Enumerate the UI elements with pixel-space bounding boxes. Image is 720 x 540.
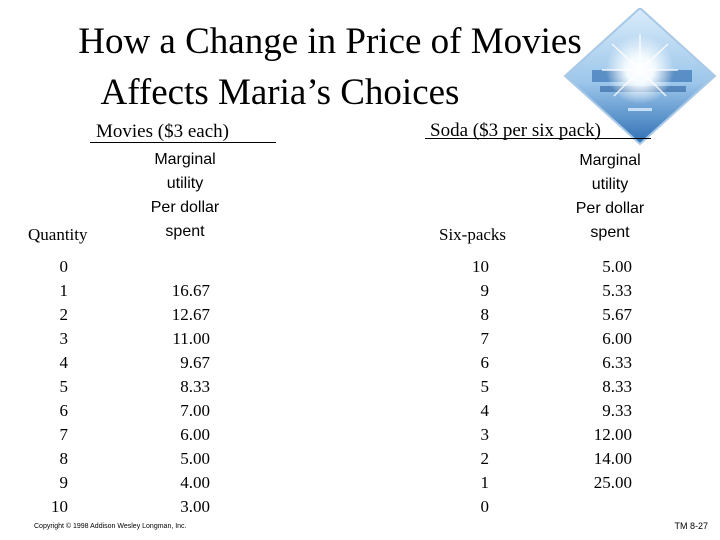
movies-mu-cell: 3.00 <box>180 497 210 516</box>
page-title-line-1: How a Change in Price of Movies <box>78 21 582 62</box>
soda-mu-label-line: Per dollar <box>575 200 645 217</box>
soda-mu-cell <box>560 495 632 519</box>
soda-mu-cell: 9.33 <box>602 401 632 420</box>
movies-mu-column: 16.67 12.67 11.00 9.67 8.33 7.00 6.00 5.00 4.00 3… <box>140 255 210 519</box>
soda-quantity-cell: 8 <box>480 305 490 324</box>
soda-quantity-cell: 1 <box>480 473 490 492</box>
movies-quantity-cell: 5 <box>59 377 69 396</box>
soda-header-underline <box>425 138 651 139</box>
soda-quantity-cell: 2 <box>480 449 490 468</box>
soda-quantity-cell: 3 <box>480 425 490 444</box>
movies-mu-cell: 6.00 <box>180 425 210 444</box>
movies-quantity-cell: 6 <box>59 401 69 420</box>
slide-id: TM 8-27 <box>674 521 708 531</box>
soda-quantity-cell: 9 <box>480 281 490 300</box>
soda-quantity-cell: 0 <box>480 497 490 516</box>
movies-quantity-cell: 9 <box>59 473 69 492</box>
soda-mu-label-line: spent <box>590 224 630 241</box>
movies-header: Movies ($3 each) <box>96 121 229 142</box>
soda-quantity-cell: 6 <box>480 353 490 372</box>
soda-mu-cell: 14.00 <box>593 449 632 468</box>
soda-quantity-cell: 7 <box>480 329 490 348</box>
soda-mu-label: Marginal utility Per dollar spent <box>554 149 666 245</box>
movies-quantity-cell: 7 <box>59 425 69 444</box>
movies-mu-cell: 12.67 <box>171 305 210 324</box>
movies-mu-label-line: Per dollar <box>150 199 220 216</box>
movies-mu-label-line: utility <box>166 175 204 192</box>
movies-mu-cell: 8.33 <box>180 377 210 396</box>
soda-mu-cell: 5.33 <box>602 281 632 300</box>
soda-mu-label-line: Marginal <box>579 152 641 169</box>
movies-mu-label: Marginal utility Per dollar spent <box>130 148 240 244</box>
soda-quantity-label: Six-packs <box>439 225 507 244</box>
sunburst-water-graphic-icon <box>563 8 717 146</box>
movies-mu-cell: 11.00 <box>172 329 210 348</box>
movies-mu-cell: 7.00 <box>180 401 210 420</box>
soda-header: Soda ($3 per six pack) <box>430 120 601 141</box>
movies-quantity-cell: 0 <box>59 257 69 276</box>
movies-mu-cell: 5.00 <box>180 449 210 468</box>
soda-mu-label-line: utility <box>591 176 629 193</box>
movies-quantity-cell: 2 <box>59 305 69 324</box>
movies-quantity-cell: 3 <box>59 329 69 348</box>
movies-mu-cell: 16.67 <box>171 281 210 300</box>
movies-quantity-cell: 4 <box>59 353 69 372</box>
soda-quantity-column: 10 9 8 7 6 5 4 3 2 1 0 <box>450 255 489 519</box>
soda-mu-cell: 12.00 <box>593 425 632 444</box>
movies-quantity-cell: 8 <box>59 449 69 468</box>
soda-quantity-cell: 5 <box>480 377 490 396</box>
soda-mu-cell: 6.00 <box>602 329 632 348</box>
movies-mu-cell: 9.67 <box>180 353 210 372</box>
soda-mu-cell: 5.00 <box>602 257 632 276</box>
movies-mu-cell <box>140 255 210 279</box>
movies-header-underline <box>90 142 276 143</box>
movies-mu-cell: 4.00 <box>180 473 210 492</box>
movies-quantity-cell: 10 <box>51 497 68 516</box>
movies-mu-label-line: spent <box>165 223 205 240</box>
movies-quantity-column: 0 1 2 3 4 5 6 7 8 9 10 <box>30 255 68 519</box>
soda-mu-column: 5.00 5.33 5.67 6.00 6.33 8.33 9.33 12.00 14.00 25… <box>560 255 632 519</box>
soda-quantity-cell: 10 <box>472 257 489 276</box>
movies-mu-label-line: Marginal <box>154 151 216 168</box>
movies-quantity-cell: 1 <box>59 281 69 300</box>
copyright-text: Copyright © 1998 Addison Wesley Longman,… <box>34 523 187 530</box>
soda-mu-cell: 25.00 <box>593 473 632 492</box>
movies-quantity-label: Quantity <box>28 225 88 244</box>
soda-quantity-cell: 4 <box>480 401 490 420</box>
soda-mu-cell: 6.33 <box>602 353 632 372</box>
soda-mu-cell: 8.33 <box>602 377 632 396</box>
soda-mu-cell: 5.67 <box>602 305 632 324</box>
page-title-line-2: Affects Maria’s Choices <box>100 72 460 113</box>
